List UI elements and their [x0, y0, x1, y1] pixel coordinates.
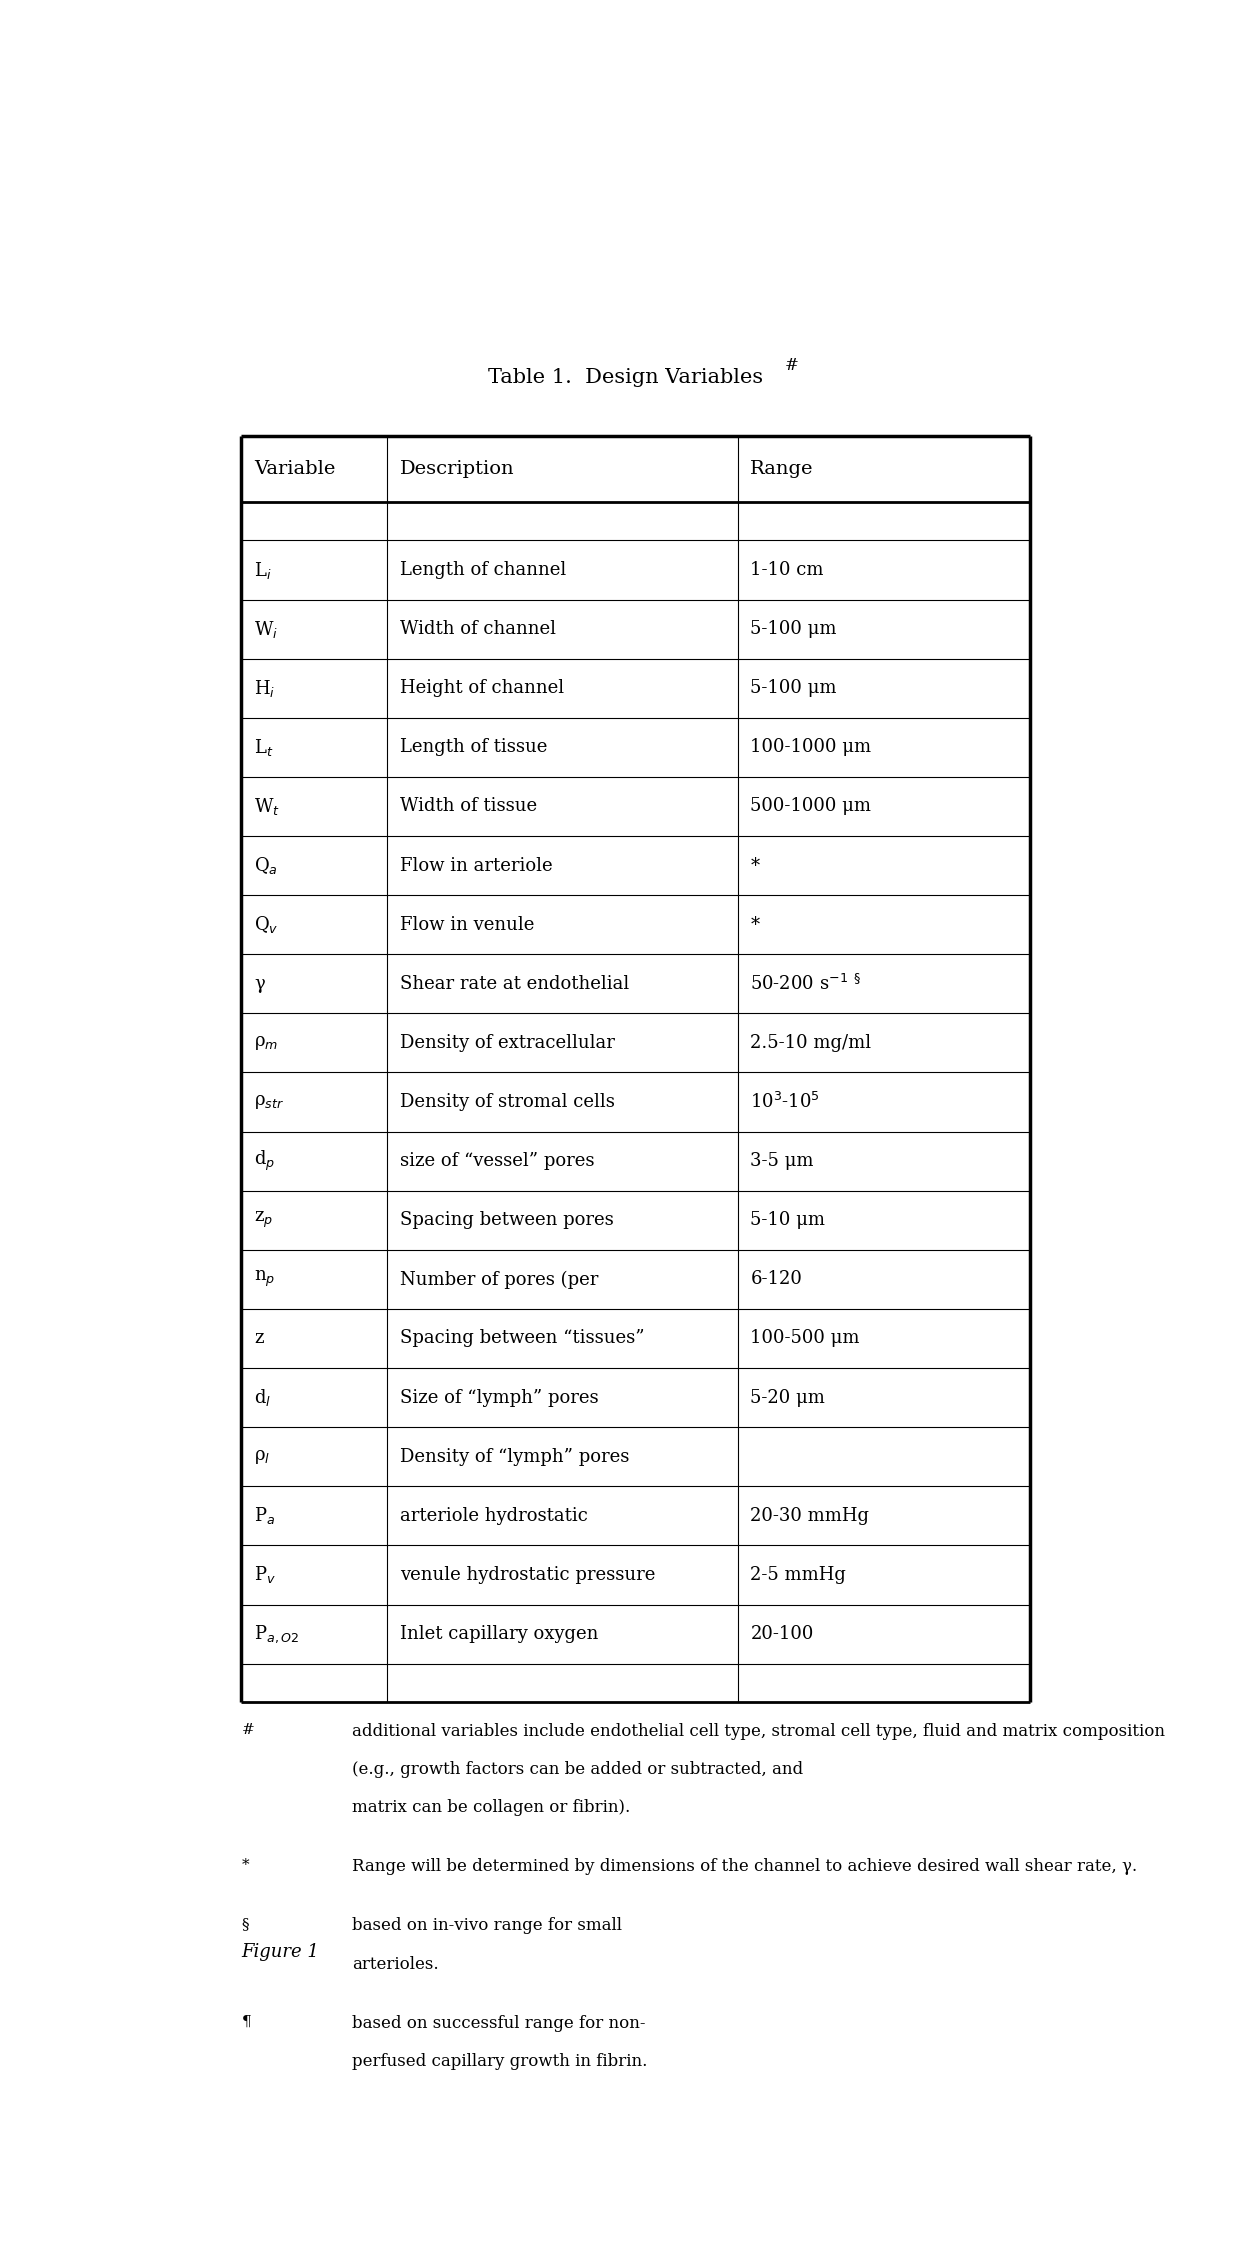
Text: z$_p$: z$_p$ — [254, 1210, 273, 1231]
Text: Flow in venule: Flow in venule — [399, 917, 534, 935]
Text: Height of channel: Height of channel — [399, 680, 564, 698]
Text: Spacing between pores: Spacing between pores — [399, 1210, 614, 1228]
Text: Width of channel: Width of channel — [399, 621, 556, 639]
Text: 10$^3$-10$^5$: 10$^3$-10$^5$ — [750, 1093, 820, 1113]
Text: Range: Range — [750, 461, 813, 479]
Text: 3-5 μm: 3-5 μm — [750, 1152, 813, 1170]
Text: Flow in arteriole: Flow in arteriole — [399, 856, 552, 874]
Text: arterioles.: arterioles. — [352, 1955, 439, 1973]
Text: Density of stromal cells: Density of stromal cells — [399, 1093, 615, 1111]
Text: size of “vessel” pores: size of “vessel” pores — [399, 1152, 594, 1170]
Text: ρ$_{str}$: ρ$_{str}$ — [254, 1093, 284, 1111]
Text: #: # — [242, 1723, 254, 1736]
Text: 20-100: 20-100 — [750, 1626, 813, 1644]
Text: perfused capillary growth in fibrin.: perfused capillary growth in fibrin. — [352, 2053, 647, 2071]
Text: (e.g., growth factors can be added or subtracted, and: (e.g., growth factors can be added or su… — [352, 1761, 804, 1777]
Text: Description: Description — [399, 461, 515, 479]
Text: *: * — [750, 856, 760, 874]
Text: W$_t$: W$_t$ — [254, 797, 280, 817]
Text: based on successful range for non-: based on successful range for non- — [352, 2014, 646, 2032]
Text: Number of pores (per: Number of pores (per — [399, 1271, 598, 1289]
Text: 50-200 s$^{-1}$ $^{§}$: 50-200 s$^{-1}$ $^{§}$ — [750, 973, 862, 994]
Text: Spacing between “tissues”: Spacing between “tissues” — [399, 1330, 645, 1348]
Text: Length of tissue: Length of tissue — [399, 738, 547, 756]
Text: Q$_a$: Q$_a$ — [254, 856, 278, 876]
Text: Shear rate at endothelial: Shear rate at endothelial — [399, 975, 629, 994]
Text: P$_v$: P$_v$ — [254, 1565, 275, 1585]
Text: γ: γ — [254, 975, 264, 994]
Text: ¶: ¶ — [242, 2014, 252, 2030]
Text: Length of channel: Length of channel — [399, 560, 565, 578]
Text: 20-30 mmHg: 20-30 mmHg — [750, 1506, 869, 1524]
Text: based on in-vivo range for small: based on in-vivo range for small — [352, 1917, 622, 1935]
Text: §: § — [242, 1917, 249, 1931]
Text: *: * — [750, 917, 760, 935]
Text: *: * — [242, 1858, 249, 1872]
Text: 5-10 μm: 5-10 μm — [750, 1210, 826, 1228]
Text: 2.5-10 mg/ml: 2.5-10 mg/ml — [750, 1034, 872, 1052]
Text: Width of tissue: Width of tissue — [399, 797, 537, 815]
Text: n$_p$: n$_p$ — [254, 1269, 275, 1289]
Text: Density of extracellular: Density of extracellular — [399, 1034, 615, 1052]
Text: Figure 1: Figure 1 — [242, 1942, 320, 1960]
Text: Size of “lymph” pores: Size of “lymph” pores — [399, 1389, 599, 1407]
Text: P$_{a,O2}$: P$_{a,O2}$ — [254, 1624, 299, 1644]
Text: ρ$_m$: ρ$_m$ — [254, 1034, 278, 1052]
Text: Variable: Variable — [254, 461, 335, 479]
Text: additional variables include endothelial cell type, stromal cell type, fluid and: additional variables include endothelial… — [352, 1723, 1166, 1739]
Text: matrix can be collagen or fibrin).: matrix can be collagen or fibrin). — [352, 1800, 630, 1815]
Text: 100-500 μm: 100-500 μm — [750, 1330, 859, 1348]
Text: 500-1000 μm: 500-1000 μm — [750, 797, 872, 815]
Text: d$_l$: d$_l$ — [254, 1386, 272, 1409]
Text: 100-1000 μm: 100-1000 μm — [750, 738, 872, 756]
Text: Q$_v$: Q$_v$ — [254, 914, 279, 935]
Text: Range will be determined by dimensions of the channel to achieve desired wall sh: Range will be determined by dimensions o… — [352, 1858, 1137, 1876]
Text: Table 1.  Design Variables: Table 1. Design Variables — [489, 368, 764, 388]
Text: 5-20 μm: 5-20 μm — [750, 1389, 826, 1407]
Text: 6-120: 6-120 — [750, 1271, 802, 1289]
Text: Inlet capillary oxygen: Inlet capillary oxygen — [399, 1626, 598, 1644]
Text: 5-100 μm: 5-100 μm — [750, 680, 837, 698]
Text: 1-10 cm: 1-10 cm — [750, 560, 823, 578]
Text: L$_t$: L$_t$ — [254, 736, 274, 759]
Text: W$_i$: W$_i$ — [254, 619, 278, 639]
Text: d$_p$: d$_p$ — [254, 1149, 275, 1174]
Text: Density of “lymph” pores: Density of “lymph” pores — [399, 1447, 629, 1465]
Text: venule hydrostatic pressure: venule hydrostatic pressure — [399, 1567, 655, 1583]
Text: P$_a$: P$_a$ — [254, 1506, 275, 1526]
Text: ρ$_l$: ρ$_l$ — [254, 1447, 270, 1465]
Text: H$_i$: H$_i$ — [254, 677, 275, 698]
Text: 5-100 μm: 5-100 μm — [750, 621, 837, 639]
Text: L$_i$: L$_i$ — [254, 560, 272, 580]
Text: arteriole hydrostatic: arteriole hydrostatic — [399, 1506, 588, 1524]
Text: #: # — [785, 357, 799, 373]
Text: z: z — [254, 1330, 263, 1348]
Text: 2-5 mmHg: 2-5 mmHg — [750, 1567, 847, 1583]
